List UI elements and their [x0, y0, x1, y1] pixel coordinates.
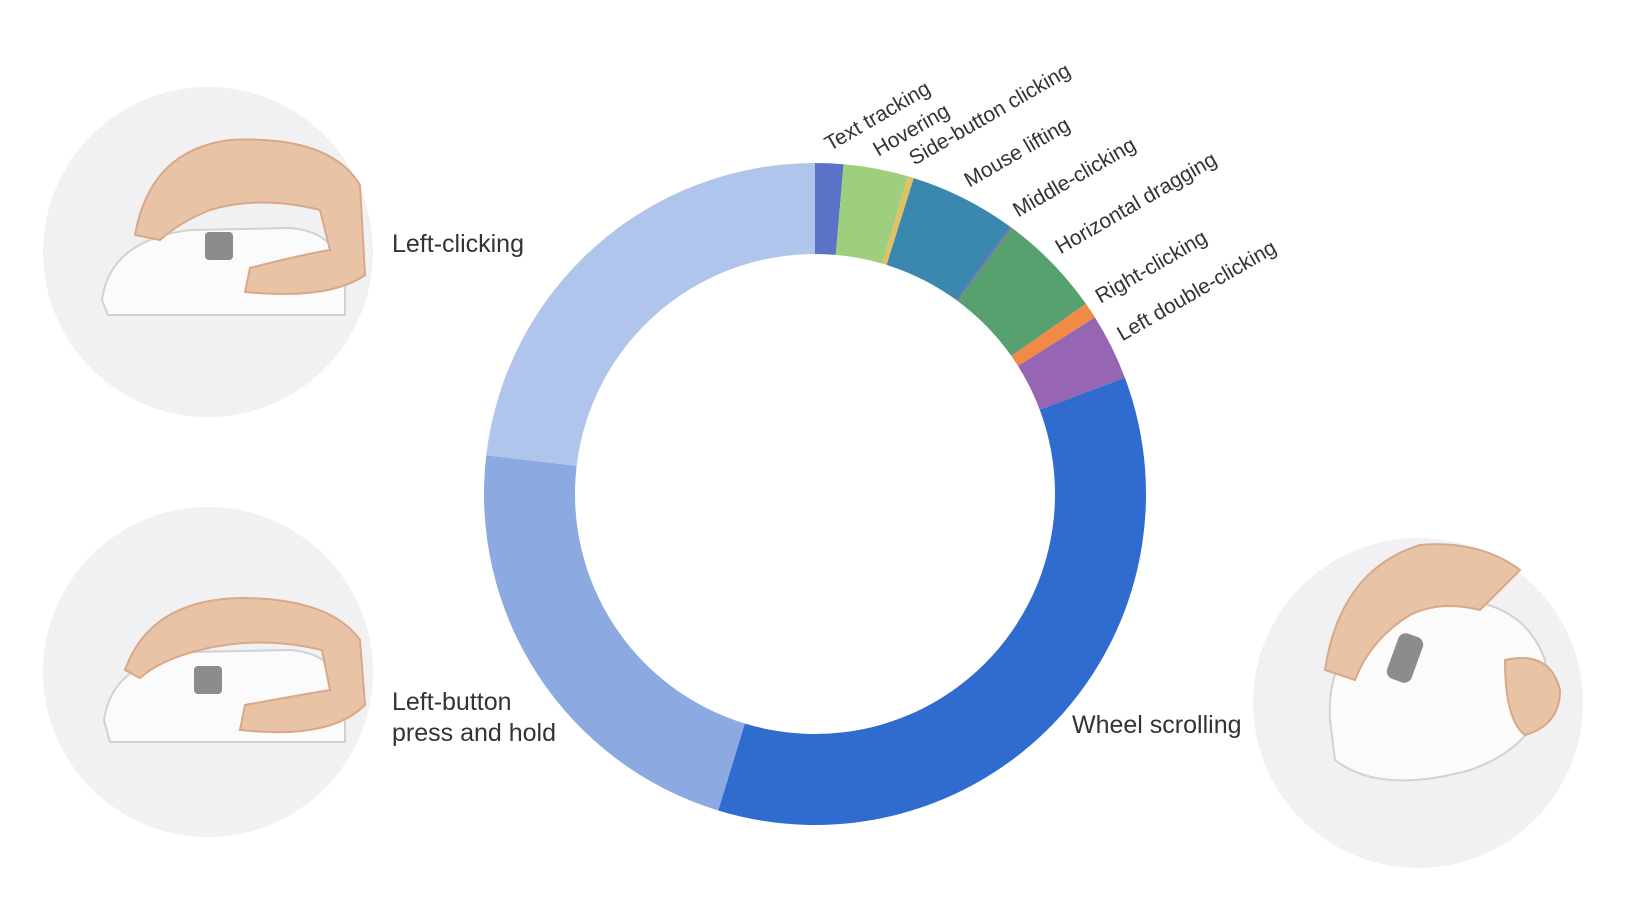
- photo-wheel-scrolling: [1253, 538, 1583, 868]
- label-left-button-press-hold: Left-button press and hold: [392, 688, 556, 747]
- slice-horizontal-dragging: [957, 227, 1086, 357]
- label-wheel-scrolling: Wheel scrolling: [1072, 711, 1242, 739]
- photo-left-button-press-hold: [43, 507, 373, 837]
- slice-mouse-lifting: [886, 178, 1011, 301]
- slice-middle-clicking: [956, 226, 1012, 302]
- slice-left-button-press-and-hold: [484, 455, 745, 811]
- label-left-clicking: Left-clicking: [392, 230, 524, 258]
- hand-on-mouse-press-hold-icon: [102, 596, 367, 743]
- slice-hovering: [835, 164, 908, 264]
- label-left-button-line1: Left-button: [392, 688, 512, 716]
- hand-on-mouse-left-click-icon: [100, 138, 367, 316]
- slice-left-double-clicking: [1017, 317, 1125, 410]
- slice-left-clicking: [486, 163, 815, 466]
- slice-right-clicking: [1011, 303, 1095, 366]
- hand-on-mouse-wheel-scroll-icon: [1323, 543, 1562, 782]
- slice-text-tracking: [815, 163, 844, 255]
- slice-wheel-scrolling: [718, 377, 1146, 825]
- label-left-button-line2: press and hold: [392, 719, 556, 747]
- photo-left-clicking: [43, 87, 373, 417]
- slice-side-button-clicking: [882, 176, 914, 265]
- donut-slices: [484, 163, 1146, 825]
